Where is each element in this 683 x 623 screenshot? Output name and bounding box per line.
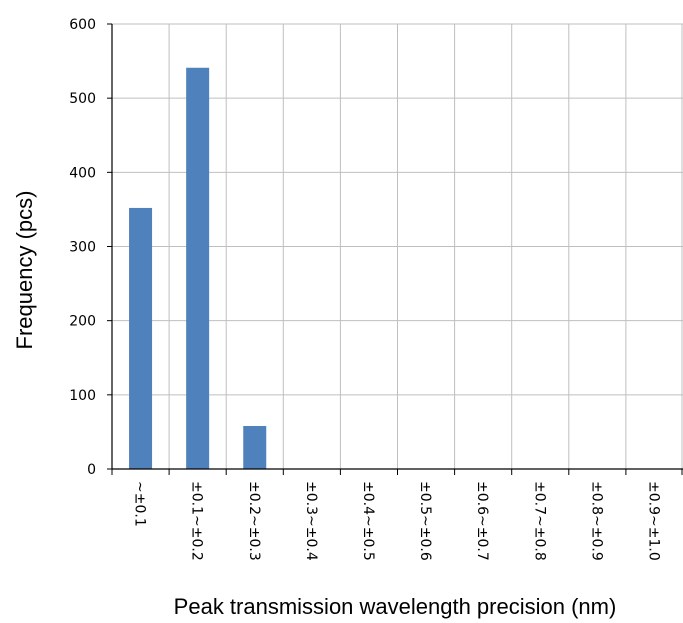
y-axis-label: Frequency (pcs): [12, 191, 37, 350]
y-tick-labels: 0 100 200 300 400 500 600: [69, 17, 96, 478]
y-tick-label: 600: [69, 17, 96, 33]
x-tick-label: ±0.4~±0.5: [360, 481, 376, 561]
x-tick-label: ±0.9~±1.0: [645, 481, 661, 561]
x-tick-label: ±0.8~±0.9: [588, 481, 604, 561]
axes: [107, 23, 683, 475]
x-tick-label: ±0.7~±0.8: [531, 481, 547, 561]
y-tick-label: 500: [69, 91, 96, 107]
x-axis-label: Peak transmission wavelength precision (…: [174, 594, 617, 619]
x-tick-label: ±0.6~±0.7: [474, 481, 490, 561]
x-tick-label: ~±0.1: [132, 481, 148, 527]
x-tick-label: ±0.3~±0.4: [303, 481, 319, 561]
bar: [129, 207, 153, 469]
y-tick-label: 300: [69, 240, 96, 256]
x-tick-label: ±0.5~±0.6: [417, 481, 433, 561]
bars: [129, 67, 267, 469]
x-tick-label: ±0.1~±0.2: [189, 481, 205, 561]
y-tick-label: 200: [69, 314, 96, 330]
y-tick-label: 400: [69, 165, 96, 181]
bar: [243, 425, 267, 469]
y-tick-label: 0: [87, 462, 96, 478]
x-tick-label: ±0.2~±0.3: [246, 481, 262, 561]
gridlines: [112, 23, 683, 469]
x-tick-labels: ~±0.1 ±0.1~±0.2 ±0.2~±0.3 ±0.3~±0.4 ±0.4~±0.…: [132, 481, 662, 561]
y-tick-label: 100: [69, 388, 96, 404]
bar: [186, 67, 210, 469]
